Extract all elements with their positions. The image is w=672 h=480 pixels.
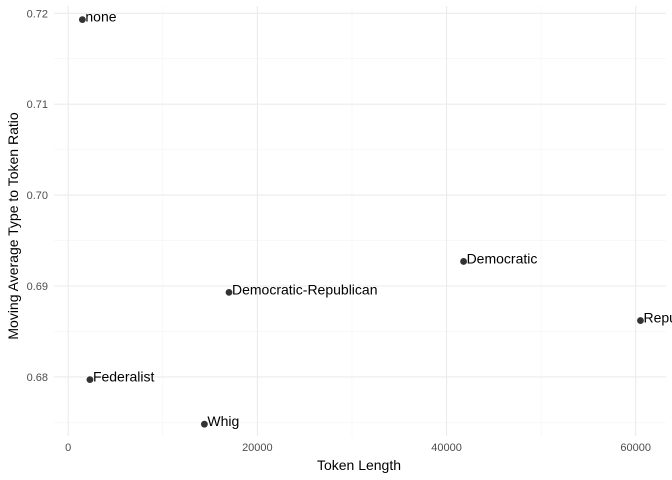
y-tick-label: 0.72 <box>27 8 48 20</box>
y-tick-label: 0.68 <box>27 372 48 384</box>
y-axis-title: Moving Average Type to Token Ratio <box>5 112 21 339</box>
data-point-label: Democratic-Republican <box>232 281 378 297</box>
y-tick-label: 0.71 <box>27 99 48 111</box>
x-tick-label: 0 <box>65 442 71 454</box>
data-point-label: Democratic <box>467 250 538 266</box>
data-point-label: none <box>85 9 116 25</box>
x-tick-label: 60000 <box>620 442 651 454</box>
data-point-label: Whig <box>207 413 239 429</box>
x-tick-label: 40000 <box>431 442 462 454</box>
data-point <box>225 288 233 296</box>
x-axis-ticks: 0 20000 40000 60000 <box>65 442 651 454</box>
data-point <box>637 317 644 324</box>
y-tick-label: 0.70 <box>27 190 48 202</box>
data-points: none Democratic Democratic-Republican Repub… <box>78 9 672 429</box>
data-point-label: Republican <box>643 310 672 326</box>
x-tick-label: 20000 <box>242 442 273 454</box>
x-axis-title: Token Length <box>317 457 401 473</box>
grid-lines <box>54 6 666 436</box>
data-point <box>78 16 86 24</box>
data-point <box>86 376 94 384</box>
data-point-label: Federalist <box>93 369 155 385</box>
y-tick-label: 0.69 <box>27 281 48 293</box>
data-point <box>460 258 467 265</box>
data-point <box>200 420 208 428</box>
y-axis-ticks: 0.68 0.69 0.70 0.71 0.72 <box>27 8 48 384</box>
